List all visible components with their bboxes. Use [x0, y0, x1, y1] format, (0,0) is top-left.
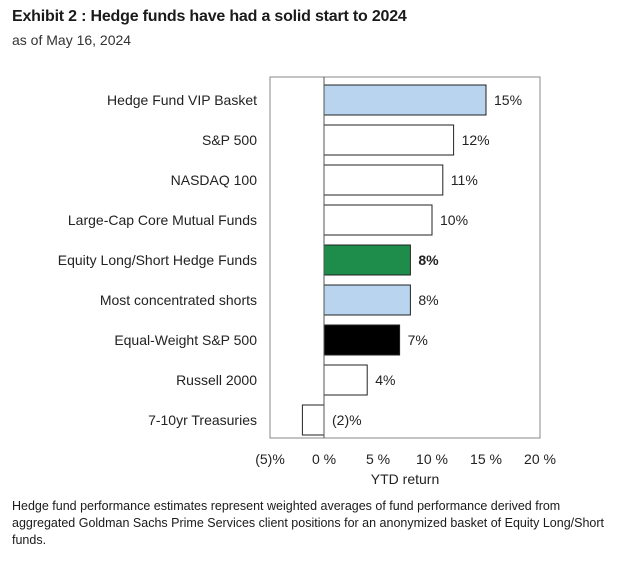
value-label-0: 15% [494, 92, 522, 108]
value-label-5: 8% [418, 292, 438, 308]
bar-7 [323, 364, 368, 396]
plot-frame [269, 76, 541, 439]
category-label-7: Russell 2000 [176, 372, 257, 388]
value-label-1: 12% [462, 132, 490, 148]
value-label-7: 4% [375, 372, 395, 388]
category-label-3: Large-Cap Core Mutual Funds [68, 212, 257, 228]
x-tick-label-0: (5)% [255, 451, 285, 467]
bar-0 [323, 84, 487, 116]
category-label-6: Equal-Weight S&P 500 [114, 332, 257, 348]
category-label-5: Most concentrated shorts [100, 292, 257, 308]
chart-title: Exhibit 2 : Hedge funds have had a solid… [12, 8, 407, 25]
bar-8 [301, 404, 325, 436]
bar-5 [323, 284, 411, 316]
bar-1 [323, 124, 455, 156]
bar-6 [323, 324, 401, 356]
category-label-1: S&P 500 [202, 132, 257, 148]
category-label-8: 7-10yr Treasuries [148, 412, 257, 428]
footnote: Hedge fund performance estimates represe… [12, 499, 604, 547]
x-tick-label-5: 20 % [524, 451, 556, 467]
bar-2 [323, 164, 444, 196]
value-label-2: 11% [451, 172, 478, 188]
bar-4 [323, 244, 411, 276]
x-tick-label-1: 0 % [312, 451, 336, 467]
x-tick-label-4: 15 % [470, 451, 502, 467]
value-label-4: 8% [418, 252, 439, 268]
category-label-4: Equity Long/Short Hedge Funds [58, 252, 257, 268]
chart-subtitle: as of May 16, 2024 [12, 32, 132, 48]
value-label-3: 10% [440, 212, 468, 228]
bar-chart: Hedge Fund VIP Basket 15% S&P 500 12% NASDAQ… [58, 76, 556, 487]
x-tick-label-2: 5 % [366, 451, 390, 467]
bar-3 [323, 204, 433, 236]
category-label-2: NASDAQ 100 [171, 172, 258, 188]
x-axis-label: YTD return [371, 471, 439, 487]
value-label-6: 7% [408, 332, 428, 348]
x-tick-label-3: 10 % [416, 451, 448, 467]
category-label-0: Hedge Fund VIP Basket [107, 92, 257, 108]
value-label-8: (2)% [332, 412, 362, 428]
